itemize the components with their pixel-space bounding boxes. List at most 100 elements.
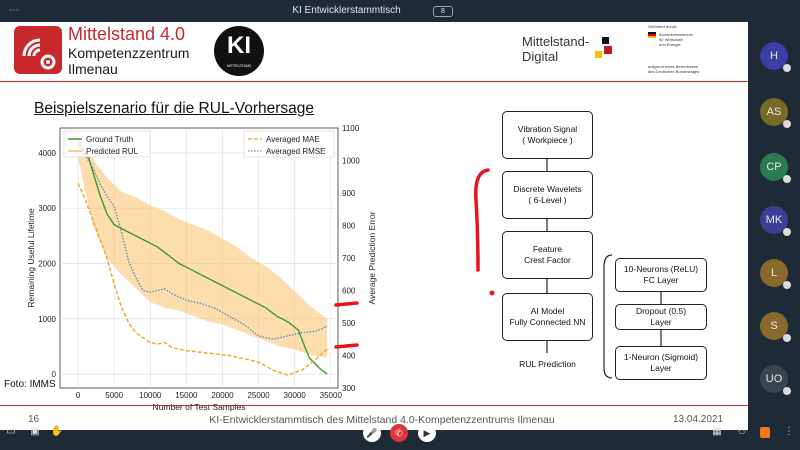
wavelets-sublabel: ( 6-Level ) [528,195,567,205]
vibration-sublabel: ( Workpiece ) [522,135,573,145]
footer-divider [0,405,748,406]
muted-mic-icon [783,175,791,183]
more-options-icon[interactable]: ⋮ [784,426,794,437]
layer1-sublabel: FC Layer [643,275,679,285]
gov-ministry-3: und Energie [659,42,681,47]
x-tick-label: 10000 [139,391,162,400]
slide-title: Beispielszenario für die RUL-Vorhersage [34,100,315,117]
participant-avatar[interactable]: CP [760,153,788,181]
layer1-label: 10-Neurons (ReLU) [623,264,699,274]
ki-logo-sub: MITTELSTAND [226,64,252,68]
y2-tick-label: 900 [342,189,356,198]
discrete-wavelets-box: Discrete Wavelets ( 6-Level ) [502,171,593,219]
meeting-title: KI Entwicklerstammtisch [292,5,401,16]
recording-indicator[interactable]: 8 [433,6,453,17]
page-number: 16 [28,414,40,425]
y2-axis-label: Average Prediction Error [367,211,377,304]
layer3-sublabel: Layer [650,363,672,373]
muted-mic-icon [783,334,791,342]
y-tick-label: 4000 [38,149,56,158]
participant-avatar[interactable]: MK [760,206,788,234]
y2-tick-label: 400 [342,352,356,361]
ki-logo-text: KI [227,32,251,59]
series-ground-truth [77,141,328,375]
participants-icon[interactable]: ⚇ [737,426,747,437]
legend-mae-label: Averaged MAE [266,135,320,144]
muted-mic-icon [783,64,791,72]
layers-bracket [603,254,613,379]
feature-sublabel: Crest Factor [524,255,571,265]
y-axis-label: Remaining Useful Lifetime [26,208,36,307]
muted-mic-icon [783,387,791,395]
gov-ministry-2: für Wirtschaft [659,37,683,42]
slide-date: 13.04.2021 [673,414,724,425]
german-flag-icon [648,32,656,54]
x-tick-label: 20000 [211,391,234,400]
y2-tick-label: 800 [342,222,356,231]
legend-ground-truth-label: Ground Truth [86,135,133,144]
legend-right-box [243,130,335,158]
fc-layer-box: 10-Neurons (ReLU) FC Layer [615,258,707,292]
security-shield-icon[interactable] [760,427,770,438]
raise-hand-icon[interactable]: ✋ [50,426,64,437]
camera-button[interactable]: ▶ [418,424,436,442]
feature-box: Feature Crest Factor [502,231,593,279]
wavelets-label: Discrete Wavelets [513,184,582,194]
gov-ministry-1: Bundesministerium [659,32,694,37]
series-averaged-rmse [77,143,328,340]
y-tick-label: 2000 [38,260,56,269]
y2-tick-label: 700 [342,254,356,263]
y2-tick-label: 1000 [342,157,360,166]
rul-prediction-label: RUL Prediction [519,359,576,369]
gov-bottom-2: des Deutschen Bundestages [648,69,700,74]
legend-rmse-label: Averaged RMSE [266,147,325,156]
y2-tick-label: 600 [342,287,356,296]
microphone-button[interactable]: 🎤 [363,424,381,442]
slide-footer: KI-Entwicklerstammtisch des Mittelstand … [209,414,555,426]
layer2-sublabel: Layer [650,317,672,327]
x-tick-label: 25000 [247,391,270,400]
y2-tick-label: 500 [342,319,356,328]
x-tick-label: 35000 [320,391,343,400]
ki-mittelstand-logo: KI MITTELSTAND [214,26,264,76]
legend-predicted-rul-label: Predicted RUL [86,147,139,156]
series-predicted-rul-band [78,136,328,358]
partner-line2: Digital [522,49,559,64]
gov-top-text: Gefördert durch: [648,24,678,29]
vibration-label: Vibration Signal [517,124,578,134]
legend-left-box [63,130,151,158]
md-square-red [604,46,612,54]
gov-bottom-1: aufgrund eines Beschlusses [648,64,699,69]
x-axis-label: Number of Test Samples [153,402,246,412]
md-square-yellow [595,51,602,58]
org-name-line3: Ilmenau [68,61,118,77]
x-tick-label: 5000 [105,391,123,400]
bmwi-logo: Gefördert durch: Bundesministerium für W… [648,24,743,74]
model-sublabel: Fully Connected NN [509,317,586,327]
window-titlebar: KI Entwicklerstammtisch 8 ⋯ [0,0,800,22]
tile-view-icon[interactable]: ▦ [712,426,722,437]
mittelstand-logo-icon [14,26,62,74]
series-averaged-mae [77,182,328,376]
chat-icon[interactable]: ▭ [6,426,16,437]
model-label: AI Model [530,306,565,316]
y2-tick-label: 1100 [342,124,360,133]
annotation-bracket [474,168,490,272]
dropout-layer-box: Dropout (0.5) Layer [615,304,707,330]
org-name-line2: Kompetenzzentrum [68,45,190,61]
sigmoid-layer-box: 1-Neuron (Sigmoid) Layer [615,346,707,380]
hangup-button[interactable]: ✆ [390,424,408,442]
screen-share-icon[interactable]: ▣ [30,426,40,437]
menu-icon[interactable]: ⋯ [9,5,19,16]
muted-mic-icon [783,281,791,289]
presentation-slide: Mittelstand 4.0 Kompetenzzentrum Ilmenau… [0,22,748,430]
x-tick-label: 0 [76,391,81,400]
ai-model-box: AI Model Fully Connected NN [502,293,593,341]
y2-tick-label: 300 [342,384,356,393]
y-tick-label: 0 [52,370,57,379]
y-tick-label: 3000 [38,204,56,213]
muted-mic-icon [783,120,791,128]
annotation-dot [489,290,495,296]
x-tick-label: 30000 [284,391,307,400]
header-divider [0,81,748,82]
